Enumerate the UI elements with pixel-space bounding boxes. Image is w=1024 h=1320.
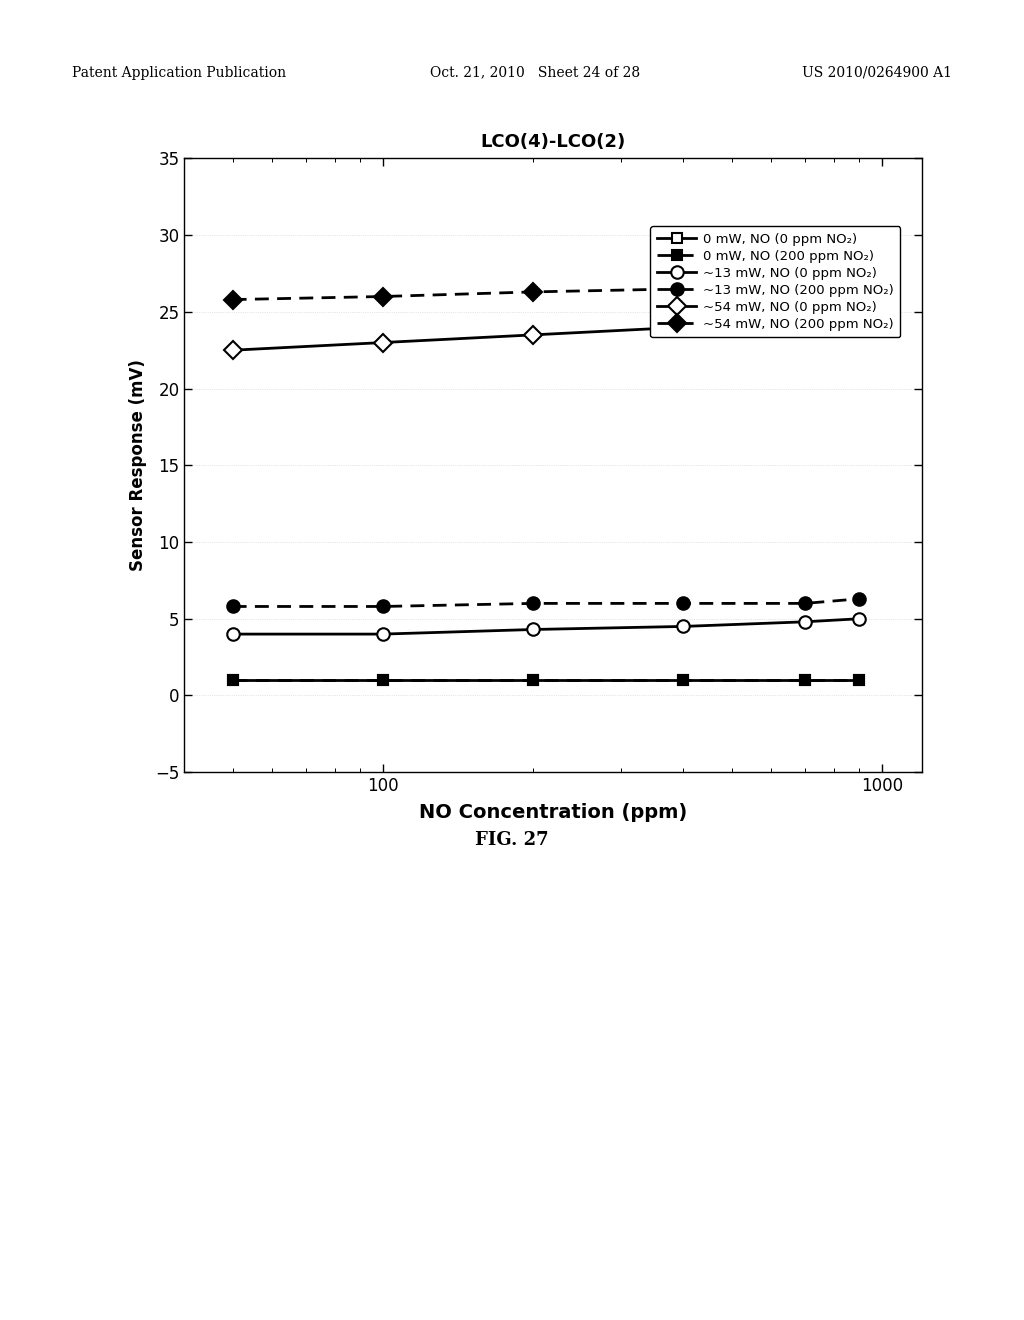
~13 mW, NO (200 ppm NO₂) <box>677 595 689 611</box>
Text: FIG. 27: FIG. 27 <box>475 830 549 849</box>
~13 mW, NO (0 ppm NO₂) <box>853 611 865 627</box>
0 mW, NO (0 ppm NO₂) <box>377 672 389 688</box>
~54 mW, NO (200 ppm NO₂) <box>799 273 811 289</box>
Title: LCO(4)-LCO(2): LCO(4)-LCO(2) <box>480 133 626 152</box>
Legend: 0 mW, NO (0 ppm NO₂), 0 mW, NO (200 ppm NO₂), ~13 mW, NO (0 ppm NO₂), ~13 mW, NO: 0 mW, NO (0 ppm NO₂), 0 mW, NO (200 ppm … <box>650 226 900 338</box>
~13 mW, NO (200 ppm NO₂) <box>377 598 389 614</box>
~54 mW, NO (200 ppm NO₂) <box>226 292 239 308</box>
Line: ~54 mW, NO (200 ppm NO₂): ~54 mW, NO (200 ppm NO₂) <box>226 260 865 306</box>
0 mW, NO (0 ppm NO₂) <box>677 672 689 688</box>
0 mW, NO (200 ppm NO₂) <box>377 672 389 688</box>
~54 mW, NO (0 ppm NO₂) <box>226 342 239 358</box>
0 mW, NO (200 ppm NO₂) <box>799 672 811 688</box>
~54 mW, NO (0 ppm NO₂) <box>527 327 540 343</box>
~13 mW, NO (0 ppm NO₂) <box>226 626 239 642</box>
~54 mW, NO (0 ppm NO₂) <box>377 335 389 351</box>
Text: US 2010/0264900 A1: US 2010/0264900 A1 <box>803 66 952 79</box>
0 mW, NO (200 ppm NO₂) <box>853 672 865 688</box>
0 mW, NO (0 ppm NO₂) <box>853 672 865 688</box>
~54 mW, NO (0 ppm NO₂) <box>677 319 689 335</box>
~13 mW, NO (0 ppm NO₂) <box>799 614 811 630</box>
Line: ~13 mW, NO (0 ppm NO₂): ~13 mW, NO (0 ppm NO₂) <box>226 612 865 640</box>
Y-axis label: Sensor Response (mV): Sensor Response (mV) <box>129 359 146 572</box>
Line: 0 mW, NO (0 ppm NO₂): 0 mW, NO (0 ppm NO₂) <box>227 676 864 685</box>
Line: ~13 mW, NO (200 ppm NO₂): ~13 mW, NO (200 ppm NO₂) <box>226 593 865 612</box>
0 mW, NO (0 ppm NO₂) <box>799 672 811 688</box>
~13 mW, NO (200 ppm NO₂) <box>853 591 865 607</box>
~13 mW, NO (200 ppm NO₂) <box>799 595 811 611</box>
~54 mW, NO (0 ppm NO₂) <box>799 312 811 327</box>
~54 mW, NO (0 ppm NO₂) <box>853 304 865 319</box>
~13 mW, NO (200 ppm NO₂) <box>226 598 239 614</box>
0 mW, NO (200 ppm NO₂) <box>677 672 689 688</box>
0 mW, NO (0 ppm NO₂) <box>527 672 540 688</box>
0 mW, NO (200 ppm NO₂) <box>527 672 540 688</box>
~13 mW, NO (200 ppm NO₂) <box>527 595 540 611</box>
Text: Oct. 21, 2010   Sheet 24 of 28: Oct. 21, 2010 Sheet 24 of 28 <box>430 66 640 79</box>
~13 mW, NO (0 ppm NO₂) <box>677 619 689 635</box>
0 mW, NO (200 ppm NO₂) <box>226 672 239 688</box>
~13 mW, NO (0 ppm NO₂) <box>527 622 540 638</box>
~54 mW, NO (200 ppm NO₂) <box>377 289 389 305</box>
X-axis label: NO Concentration (ppm): NO Concentration (ppm) <box>419 804 687 822</box>
Line: 0 mW, NO (200 ppm NO₂): 0 mW, NO (200 ppm NO₂) <box>227 676 864 685</box>
0 mW, NO (0 ppm NO₂) <box>226 672 239 688</box>
Line: ~54 mW, NO (0 ppm NO₂): ~54 mW, NO (0 ppm NO₂) <box>226 306 865 356</box>
~54 mW, NO (200 ppm NO₂) <box>853 257 865 273</box>
~54 mW, NO (200 ppm NO₂) <box>527 284 540 300</box>
Text: Patent Application Publication: Patent Application Publication <box>72 66 286 79</box>
~54 mW, NO (200 ppm NO₂) <box>677 281 689 297</box>
~13 mW, NO (0 ppm NO₂) <box>377 626 389 642</box>
